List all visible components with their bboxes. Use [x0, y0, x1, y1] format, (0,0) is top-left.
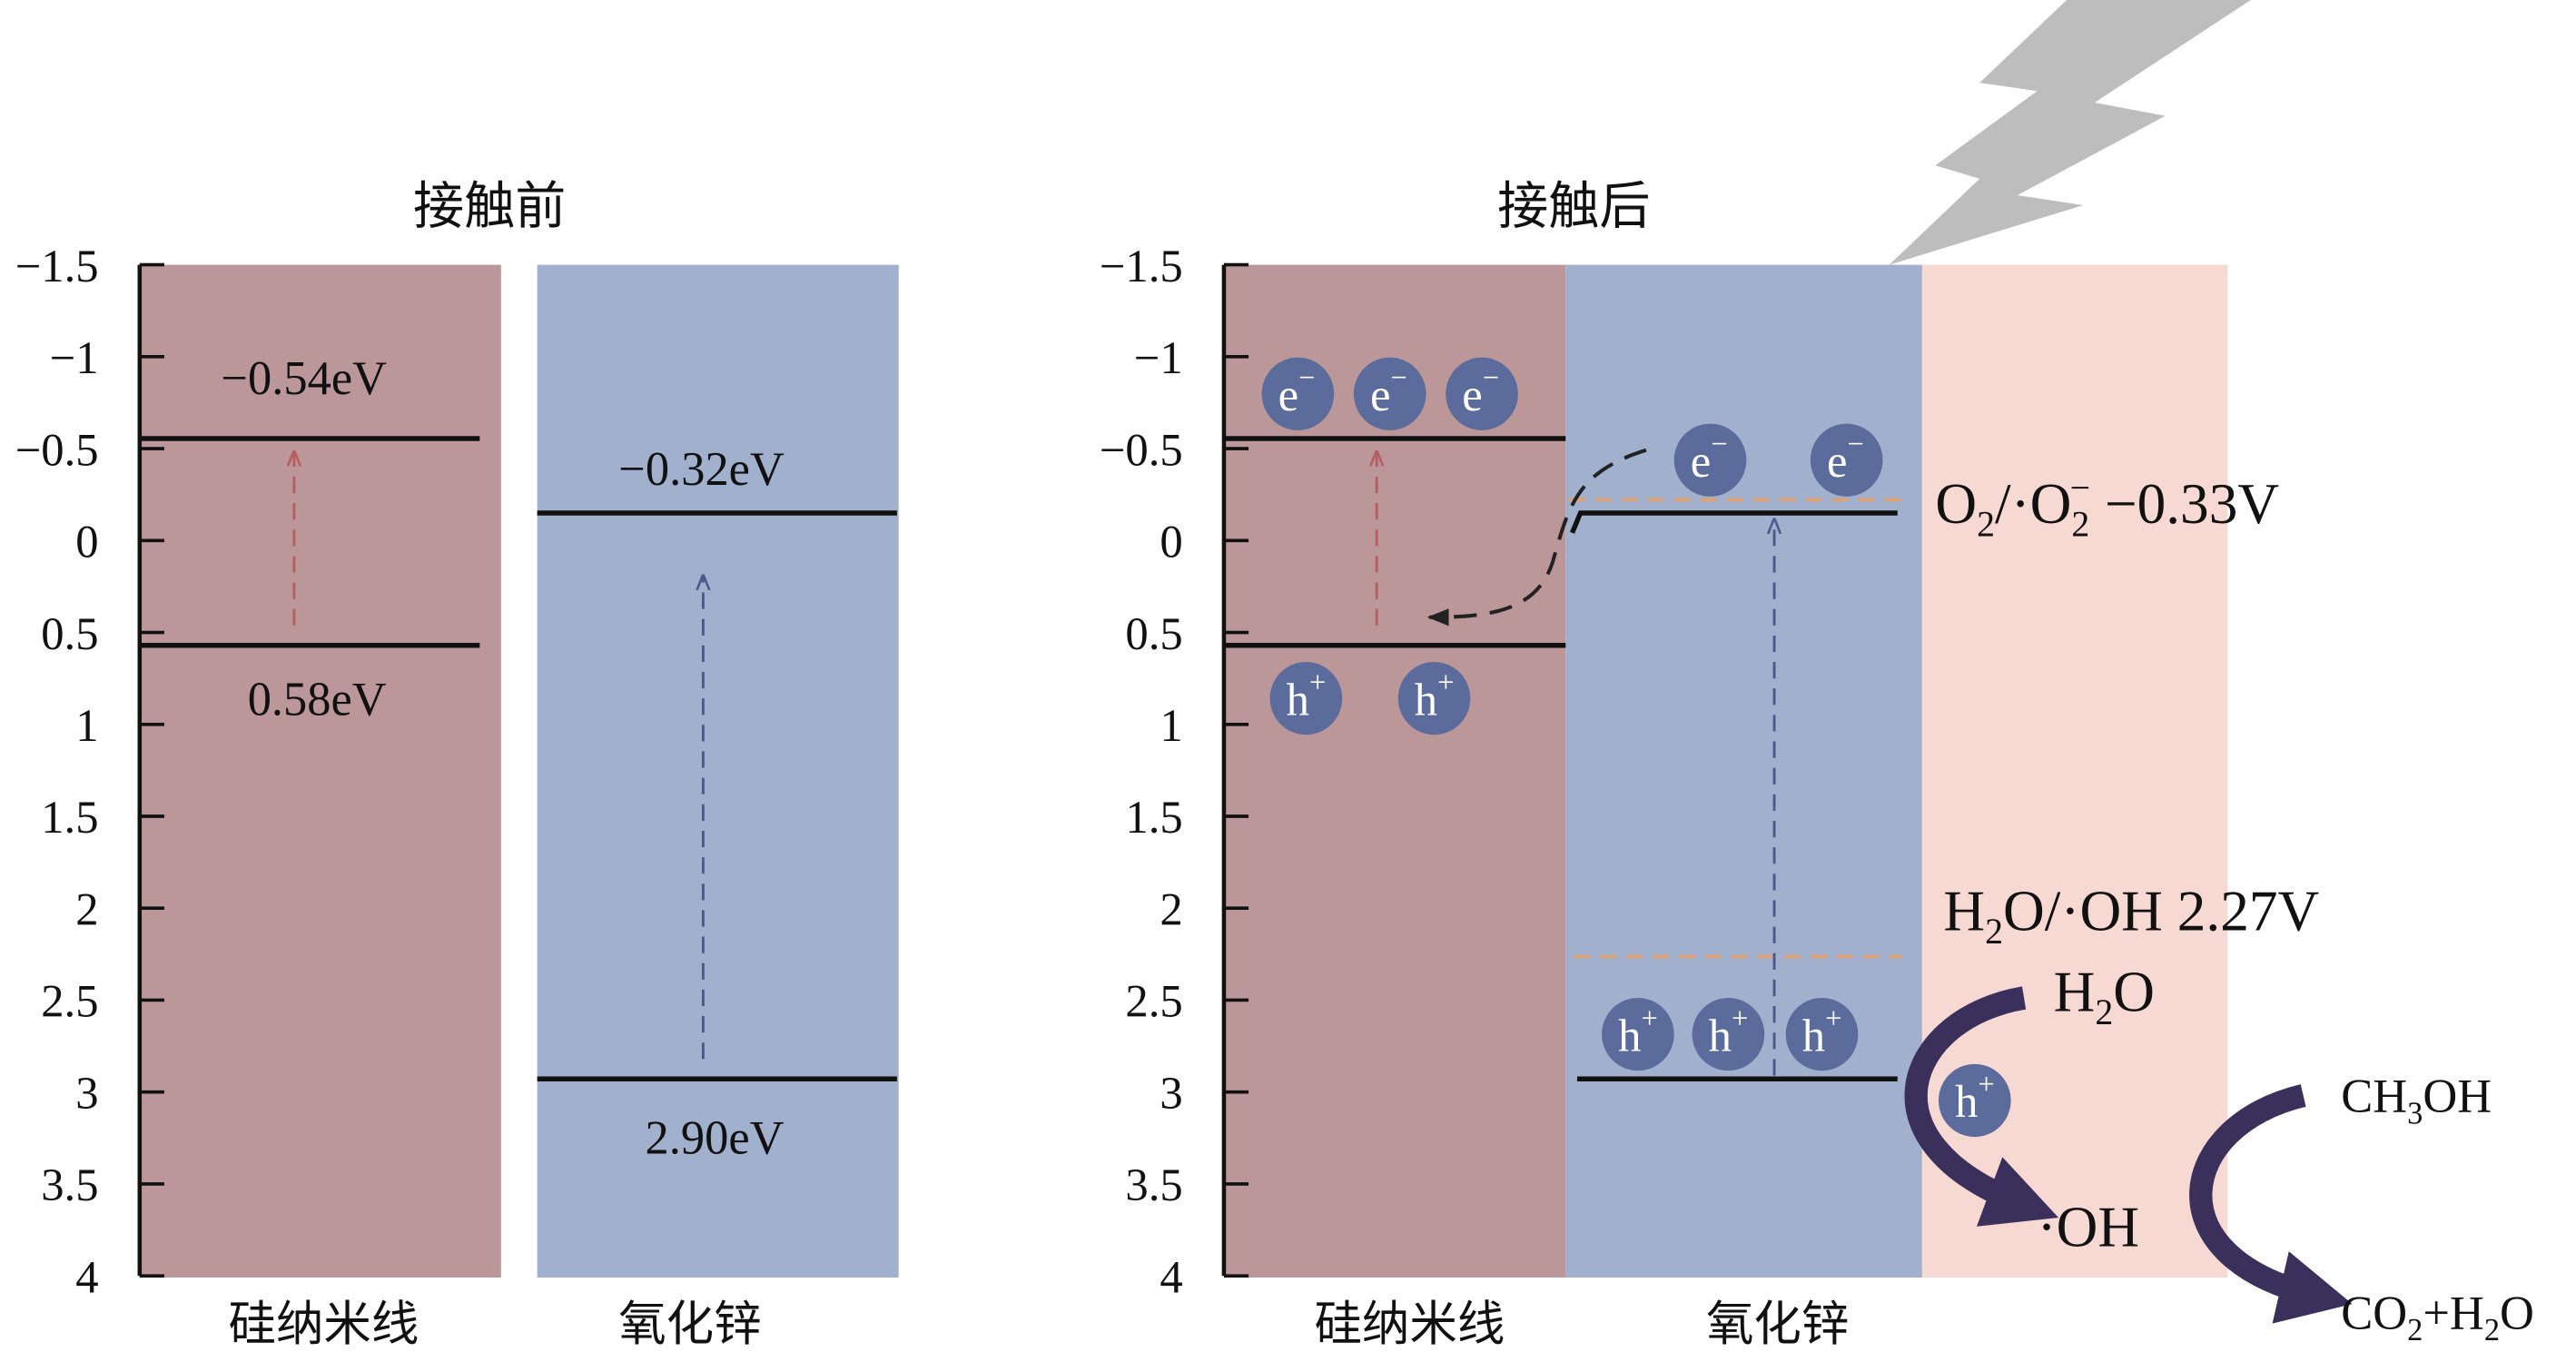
y-tick-label: 2 [75, 883, 98, 934]
svg-text:e−: e− [1278, 361, 1316, 420]
y-tick-label: 1 [1160, 700, 1182, 751]
svg-text:h+: h+ [1618, 1002, 1658, 1061]
hole-circle: h+ [1692, 997, 1765, 1071]
y-tick-label: 2 [1160, 883, 1182, 934]
y-tick-label: 0.5 [41, 608, 98, 659]
species: H2O [2054, 959, 2155, 1032]
reaction-arrow [2189, 1084, 2353, 1324]
svg-text:h+: h+ [1709, 1002, 1749, 1061]
svg-text:h+: h+ [1955, 1069, 1995, 1128]
svg-text:e−: e− [1827, 428, 1864, 487]
material-label: 硅纳米线 [229, 1298, 419, 1351]
reaction-arrow [1904, 986, 2059, 1227]
y-tick-label: 0 [75, 516, 98, 567]
level-label: −0.32eV [618, 443, 785, 496]
electron-circle: e− [1446, 357, 1518, 430]
panel-title: 接触后 [1497, 179, 1650, 235]
transfer-arrow [1426, 448, 1647, 627]
y-tick-label: 4 [1160, 1251, 1182, 1302]
electron-circle: e− [1353, 357, 1426, 430]
y-tick-label: −1.5 [1100, 241, 1183, 291]
svg-text:e−: e− [1370, 361, 1407, 420]
y-tick-label: −0.5 [15, 424, 99, 475]
y-tick-label: 3 [1160, 1068, 1182, 1119]
y-tick-label: 3 [75, 1068, 98, 1119]
hole-circle: h+ [1938, 1063, 2011, 1138]
y-tick-label: −1 [1134, 332, 1183, 383]
electron-circle: e− [1810, 423, 1883, 497]
level-label: 0.58eV [248, 673, 387, 725]
electron-circle: e− [1673, 423, 1747, 497]
y-tick-label: 0 [1160, 516, 1182, 567]
y-tick-label: −1 [50, 332, 99, 383]
y-tick-label: 1.5 [1125, 792, 1182, 843]
y-tick-label: 3.5 [1125, 1160, 1182, 1210]
electron-circle: e− [1261, 357, 1335, 430]
y-tick-label: 2.5 [1125, 976, 1182, 1027]
hole-circle: h+ [1785, 997, 1859, 1071]
svg-text:e−: e− [1462, 361, 1499, 420]
y-tick-label: 3.5 [41, 1160, 98, 1210]
svg-text:h+: h+ [1287, 666, 1327, 725]
y-tick-label: 4 [75, 1251, 98, 1302]
y-tick-label: −1.5 [15, 241, 99, 291]
y-tick-label: 1 [75, 700, 98, 751]
species: ·OH [2038, 1194, 2140, 1258]
hole-circle: h+ [1602, 997, 1674, 1071]
svg-text:e−: e− [1691, 428, 1728, 487]
level-label: 2.90eV [646, 1111, 785, 1164]
y-tick-label: −0.5 [1100, 424, 1183, 475]
y-tick-label: 1.5 [41, 792, 98, 843]
y-tick-label: 2.5 [41, 976, 98, 1027]
si-band [139, 264, 501, 1278]
redox-couple: O2/·O2− −0.33V [1935, 467, 2279, 544]
level-line [1570, 510, 1898, 534]
species: CH3OH [2341, 1071, 2492, 1131]
y-tick-label: 0.5 [1125, 608, 1182, 659]
zno-band [1565, 264, 1922, 1278]
zno-band [537, 264, 899, 1278]
level-label: −0.54eV [221, 352, 387, 405]
material-label: 氧化锌 [1706, 1298, 1849, 1351]
material-label: 氧化锌 [618, 1298, 761, 1351]
panel-title: 接触前 [413, 179, 566, 235]
si-band [1223, 264, 1566, 1278]
light-icon [1889, 0, 2251, 265]
material-label: 硅纳米线 [1314, 1298, 1505, 1351]
svg-text:h+: h+ [1802, 1002, 1842, 1061]
species: CO2+H2O [2341, 1287, 2534, 1347]
redox-couple: H2O/·OH 2.27V [1943, 878, 2319, 952]
hole-circle: h+ [1397, 662, 1471, 735]
hole-circle: h+ [1269, 662, 1343, 735]
svg-text:h+: h+ [1415, 666, 1455, 725]
